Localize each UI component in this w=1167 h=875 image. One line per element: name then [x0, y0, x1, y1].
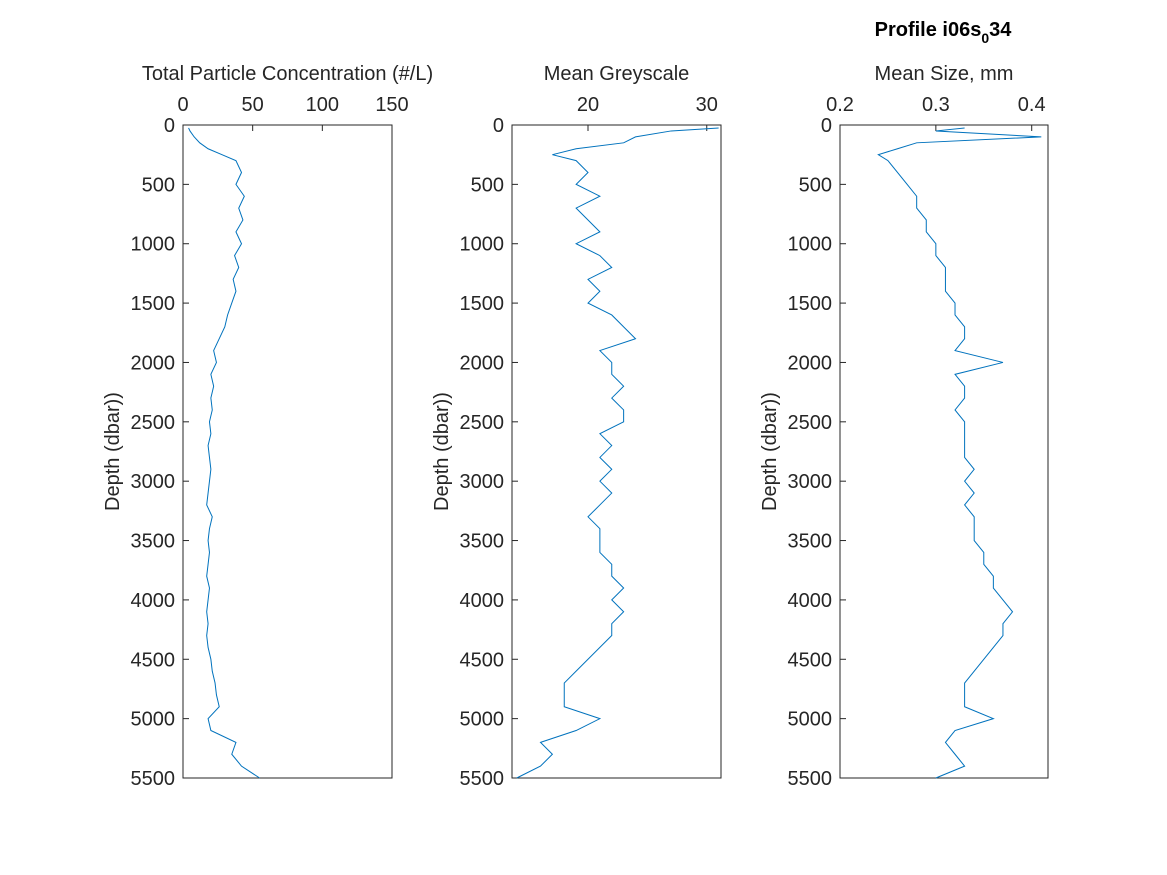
y-tick-label: 2000: [788, 352, 833, 374]
x-axis-label: Total Particle Concentration (#/L): [142, 63, 433, 85]
x-axis-label: Mean Size, mm: [875, 63, 1014, 85]
x-tick-label: 30: [696, 94, 718, 116]
y-tick-label: 4500: [788, 649, 833, 671]
y-tick-label: 3000: [131, 471, 176, 493]
y-tick-label: 5500: [131, 768, 176, 790]
y-tick-label: 500: [471, 174, 504, 196]
profile-line: [516, 127, 719, 779]
x-tick-label: 50: [242, 94, 264, 116]
axes-box: [839, 124, 1049, 779]
x-tick-label: 0.2: [826, 94, 854, 116]
profile-line: [188, 127, 260, 779]
y-tick-label: 5500: [460, 768, 505, 790]
y-tick-label: 0: [821, 115, 832, 137]
y-tick-label: 0: [164, 115, 175, 137]
y-axis-label: Depth (dbar)): [102, 392, 124, 511]
y-tick-label: 4000: [460, 590, 505, 612]
y-axis-label: Depth (dbar)): [431, 392, 453, 511]
y-tick-label: 2000: [131, 352, 176, 374]
y-tick-label: 1500: [131, 293, 176, 315]
panel: 20 30 0 500 1000 1500 2000 2500 3000 3500 4000 4500…: [431, 63, 722, 790]
y-tick-label: 2500: [131, 412, 176, 434]
title-part: 34: [989, 19, 1012, 41]
axes-box: [182, 124, 393, 779]
y-tick-label: 5000: [460, 709, 505, 731]
y-tick-label: 3500: [131, 531, 176, 553]
y-axis-label: Depth (dbar)): [759, 392, 781, 511]
title-subscript: 0: [981, 30, 989, 46]
y-tick-label: 4500: [131, 649, 176, 671]
y-tick-label: 1000: [131, 234, 176, 256]
y-tick-label: 2500: [788, 412, 833, 434]
x-tick-label: 150: [375, 94, 408, 116]
x-tick-label: 20: [577, 94, 599, 116]
x-tick-label: 0: [177, 94, 188, 116]
y-tick-label: 2500: [460, 412, 505, 434]
y-tick-label: 2000: [460, 352, 505, 374]
y-tick-label: 500: [142, 174, 175, 196]
y-tick-label: 4500: [460, 649, 505, 671]
profile-line: [877, 127, 1042, 779]
panel: 0.2 0.3 0.4 0 500 1000 1500 2000 2500 3000 3500 400…: [759, 63, 1049, 790]
figure-title: Profile i06s034: [875, 19, 1013, 46]
panel: 0 50 100 1500500100015002000250030003500400…: [102, 63, 433, 790]
y-tick-label: 1500: [788, 293, 833, 315]
y-tick-label: 3000: [788, 471, 833, 493]
title-part: Profile i06s: [875, 19, 982, 41]
y-tick-label: 4000: [788, 590, 833, 612]
x-axis-label: Mean Greyscale: [544, 63, 690, 85]
axes-box: [511, 124, 722, 779]
x-tick-label: 100: [306, 94, 339, 116]
y-tick-label: 3000: [460, 471, 505, 493]
y-tick-label: 5000: [788, 709, 833, 731]
x-tick-label: 0.3: [922, 94, 950, 116]
y-tick-label: 1000: [460, 234, 505, 256]
y-tick-label: 3500: [460, 531, 505, 553]
y-tick-label: 5000: [131, 709, 176, 731]
y-tick-label: 500: [799, 174, 832, 196]
y-tick-label: 1000: [788, 234, 833, 256]
x-tick-label: 0.4: [1018, 94, 1046, 116]
y-tick-label: 5500: [788, 768, 833, 790]
y-tick-label: 1500: [460, 293, 505, 315]
y-tick-label: 4000: [131, 590, 176, 612]
y-tick-label: 3500: [788, 531, 833, 553]
y-tick-label: 0: [493, 115, 504, 137]
